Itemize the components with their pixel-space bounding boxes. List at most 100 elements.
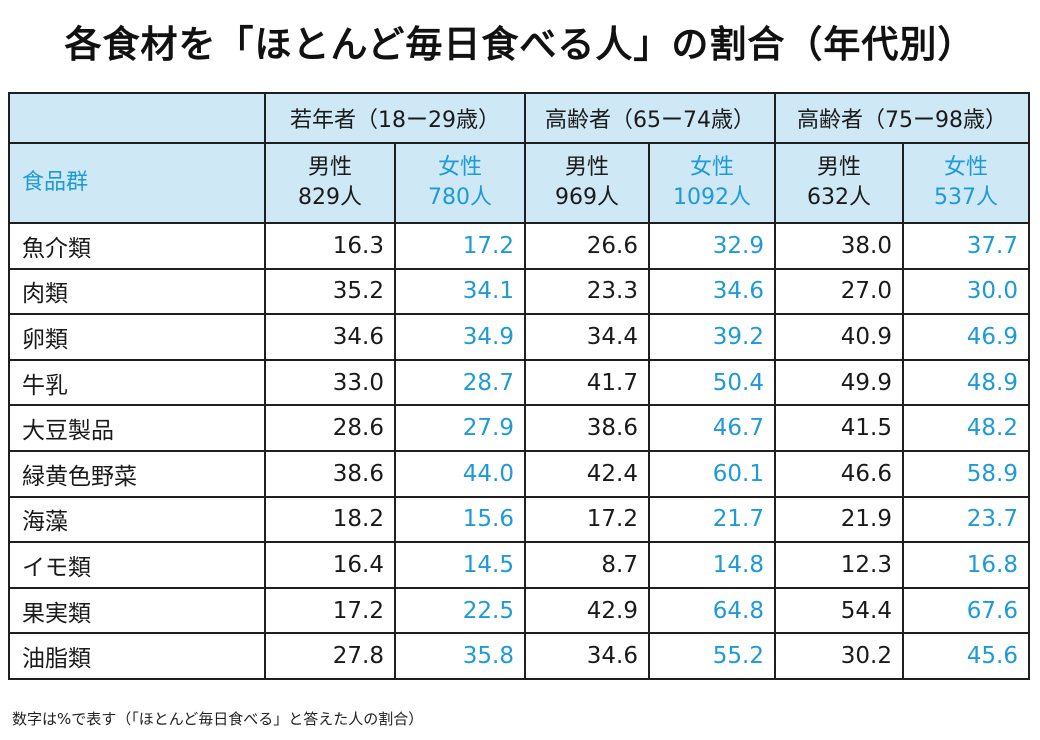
male-value-cell: 41.5 — [774, 404, 904, 452]
male-value-cell: 17.2 — [524, 495, 650, 544]
footnote: 数字は%で表す（「ほとんど毎日食べる」と答えた人の割合） — [12, 710, 424, 728]
female-value-cell: 37.7 — [902, 222, 1030, 270]
food-label: 卵類 — [8, 313, 266, 361]
subheader-male: 男性 829人 — [264, 142, 396, 224]
table-row: イモ類 16.4 14.5 8.7 14.8 12.3 16.8 — [8, 541, 1030, 589]
female-value-cell: 46.9 — [902, 313, 1030, 361]
female-value-cell: 27.9 — [394, 404, 526, 452]
male-value-cell: 26.6 — [524, 222, 650, 270]
sex-label: 女性 — [689, 155, 734, 180]
male-value-cell: 34.4 — [524, 313, 650, 361]
male-value-cell: 27.0 — [774, 267, 904, 316]
male-value-cell: 18.2 — [264, 495, 396, 544]
food-label: 緑黄色野菜 — [8, 449, 266, 498]
table-row: 海藻 18.2 15.6 17.2 21.7 21.9 23.7 — [8, 495, 1030, 544]
group-header: 若年者（18ー29歳） — [264, 92, 526, 144]
food-label: 油脂類 — [8, 632, 266, 680]
male-value-cell: 16.4 — [264, 541, 396, 589]
female-value-cell: 44.0 — [394, 449, 526, 498]
sex-label: 女性 — [943, 155, 988, 180]
female-value-cell: 58.9 — [902, 449, 1030, 498]
female-value-cell: 34.1 — [394, 267, 526, 316]
female-value-cell: 48.2 — [902, 404, 1030, 452]
female-value-cell: 35.8 — [394, 632, 526, 680]
food-group-header: 食品群 — [8, 142, 266, 224]
female-value-cell: 46.7 — [648, 404, 776, 452]
table-row: 肉類 35.2 34.1 23.3 34.6 27.0 30.0 — [8, 267, 1030, 316]
male-value-cell: 40.9 — [774, 313, 904, 361]
female-value-cell: 30.0 — [902, 267, 1030, 316]
female-value-cell: 28.7 — [394, 358, 526, 407]
male-value-cell: 46.6 — [774, 449, 904, 498]
male-value-cell: 8.7 — [524, 541, 650, 589]
male-value-cell: 38.6 — [524, 404, 650, 452]
subheader-female: 女性 780人 — [394, 142, 526, 224]
table-row: 卵類 34.6 34.9 34.4 39.2 40.9 46.9 — [8, 313, 1030, 361]
sample-count: 537人 — [934, 185, 998, 210]
sample-count: 632人 — [807, 185, 871, 210]
male-value-cell: 28.6 — [264, 404, 396, 452]
food-label: 牛乳 — [8, 358, 266, 407]
table-row: 牛乳 33.0 28.7 41.7 50.4 49.9 48.9 — [8, 358, 1030, 407]
data-table: 若年者（18ー29歳） 高齢者（65ー74歳） 高齢者（75ー98歳） 食品群 … — [8, 92, 1030, 680]
male-value-cell: 23.3 — [524, 267, 650, 316]
female-value-cell: 50.4 — [648, 358, 776, 407]
male-value-cell: 41.7 — [524, 358, 650, 407]
group-header: 高齢者（75ー98歳） — [774, 92, 1030, 144]
sample-count: 969人 — [555, 185, 619, 210]
male-value-cell: 42.9 — [524, 586, 650, 635]
subheader-male: 男性 632人 — [774, 142, 904, 224]
female-value-cell: 60.1 — [648, 449, 776, 498]
female-value-cell: 39.2 — [648, 313, 776, 361]
subheader-female: 女性 537人 — [902, 142, 1030, 224]
male-value-cell: 30.2 — [774, 632, 904, 680]
male-value-cell: 34.6 — [524, 632, 650, 680]
subheader-male: 男性 969人 — [524, 142, 650, 224]
table-row: 魚介類 16.3 17.2 26.6 32.9 38.0 37.7 — [8, 222, 1030, 270]
food-label: 肉類 — [8, 267, 266, 316]
female-value-cell: 64.8 — [648, 586, 776, 635]
table-row: 果実類 17.2 22.5 42.9 64.8 54.4 67.6 — [8, 586, 1030, 635]
male-value-cell: 54.4 — [774, 586, 904, 635]
female-value-cell: 16.8 — [902, 541, 1030, 589]
male-value-cell: 49.9 — [774, 358, 904, 407]
male-value-cell: 38.0 — [774, 222, 904, 270]
male-value-cell: 42.4 — [524, 449, 650, 498]
female-value-cell: 22.5 — [394, 586, 526, 635]
male-value-cell: 12.3 — [774, 541, 904, 589]
male-value-cell: 35.2 — [264, 267, 396, 316]
female-value-cell: 45.6 — [902, 632, 1030, 680]
female-value-cell: 32.9 — [648, 222, 776, 270]
food-label: 大豆製品 — [8, 404, 266, 452]
male-value-cell: 34.6 — [264, 313, 396, 361]
food-label: 海藻 — [8, 495, 266, 544]
female-value-cell: 55.2 — [648, 632, 776, 680]
sample-count: 780人 — [428, 185, 492, 210]
corner-cell — [8, 92, 266, 144]
table-row: 緑黄色野菜 38.6 44.0 42.4 60.1 46.6 58.9 — [8, 449, 1030, 498]
female-value-cell: 67.6 — [902, 586, 1030, 635]
female-value-cell: 14.8 — [648, 541, 776, 589]
table-row: 油脂類 27.8 35.8 34.6 55.2 30.2 45.6 — [8, 632, 1030, 680]
sex-label: 男性 — [307, 155, 352, 180]
female-value-cell: 17.2 — [394, 222, 526, 270]
female-value-cell: 14.5 — [394, 541, 526, 589]
male-value-cell: 27.8 — [264, 632, 396, 680]
female-value-cell: 21.7 — [648, 495, 776, 544]
food-label: イモ類 — [8, 541, 266, 589]
table-body: 魚介類 16.3 17.2 26.6 32.9 38.0 37.7 肉類 35.2 34.1 23.… — [8, 222, 1030, 680]
male-value-cell: 21.9 — [774, 495, 904, 544]
female-value-cell: 48.9 — [902, 358, 1030, 407]
male-value-cell: 38.6 — [264, 449, 396, 498]
sex-label: 男性 — [816, 155, 861, 180]
female-value-cell: 15.6 — [394, 495, 526, 544]
sex-label: 女性 — [437, 155, 482, 180]
food-label: 魚介類 — [8, 222, 266, 270]
table-row: 大豆製品 28.6 27.9 38.6 46.7 41.5 48.2 — [8, 404, 1030, 452]
male-value-cell: 16.3 — [264, 222, 396, 270]
male-value-cell: 33.0 — [264, 358, 396, 407]
sample-count: 1092人 — [673, 185, 751, 210]
sample-count: 829人 — [298, 185, 362, 210]
subheader-female: 女性 1092人 — [648, 142, 776, 224]
group-header: 高齢者（65ー74歳） — [524, 92, 776, 144]
